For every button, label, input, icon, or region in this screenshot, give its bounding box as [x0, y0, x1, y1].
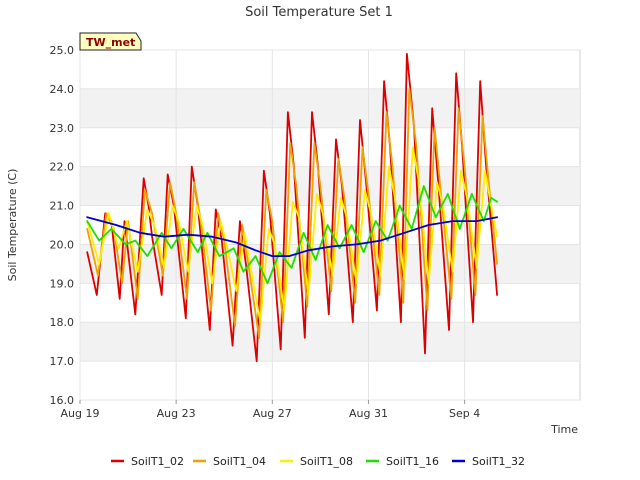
y-tick-label: 17.0: [50, 355, 75, 368]
legend-item-soilt1_32: SoilT1_32: [452, 455, 525, 468]
legend-label: SoilT1_04: [213, 455, 266, 468]
y-tick-labels: 16.0 17.0 18.0 19.0 20.0 21.0 22.0 23.0 24.0 25.0: [50, 44, 75, 407]
legend-label: SoilT1_32: [472, 455, 525, 468]
y-tick-label: 16.0: [50, 394, 75, 407]
station-badge-label: TW_met: [86, 36, 135, 49]
y-tick-label: 25.0: [50, 44, 75, 57]
legend-label: SoilT1_02: [131, 455, 184, 468]
station-badge: TW_met: [79, 32, 142, 51]
y-tick-label: 22.0: [50, 161, 75, 174]
legend-item-soilt1_08: SoilT1_08: [280, 455, 353, 468]
grid-band: [80, 88, 580, 128]
legend-label: SoilT1_08: [300, 455, 353, 468]
legend-item-soilt1_16: SoilT1_16: [366, 455, 439, 468]
grid-band: [80, 166, 580, 206]
series-line-soilt1_32: [86, 216, 499, 258]
legend-label: SoilT1_16: [386, 455, 439, 468]
y-tick-label: 23.0: [50, 122, 75, 135]
y-tick-label: 21.0: [50, 200, 75, 213]
x-tick-labels: Aug 19 Aug 23 Aug 27 Aug 31 Sep 4: [61, 400, 480, 420]
series-layer: [86, 53, 499, 363]
y-tick-label: 20.0: [50, 238, 75, 251]
legend-item-soilt1_02: SoilT1_02: [111, 455, 184, 468]
series-line-soilt1_08: [86, 146, 499, 324]
y-tick-label: 19.0: [50, 277, 75, 290]
series-line-soilt1_04: [86, 88, 499, 339]
x-tick-label: Aug 19: [61, 407, 100, 420]
chart-title: Soil Temperature Set 1: [245, 5, 393, 20]
y-axis-label: Soil Temperature (C): [6, 169, 19, 282]
grid-band: [80, 322, 580, 362]
x-tick-label: Aug 23: [157, 407, 196, 420]
x-tick-label: Aug 27: [253, 407, 292, 420]
legend: SoilT1_02 SoilT1_04 SoilT1_08 SoilT1_16 Soil…: [111, 455, 525, 468]
x-axis-label: Time: [550, 423, 578, 436]
legend-item-soilt1_04: SoilT1_04: [193, 455, 266, 468]
x-tick-label: Aug 31: [349, 407, 388, 420]
y-tick-label: 24.0: [50, 83, 75, 96]
grid-bands: [80, 88, 580, 362]
y-tick-label: 18.0: [50, 316, 75, 329]
x-tick-label: Sep 4: [449, 407, 480, 420]
station-badge-box: [79, 32, 142, 51]
